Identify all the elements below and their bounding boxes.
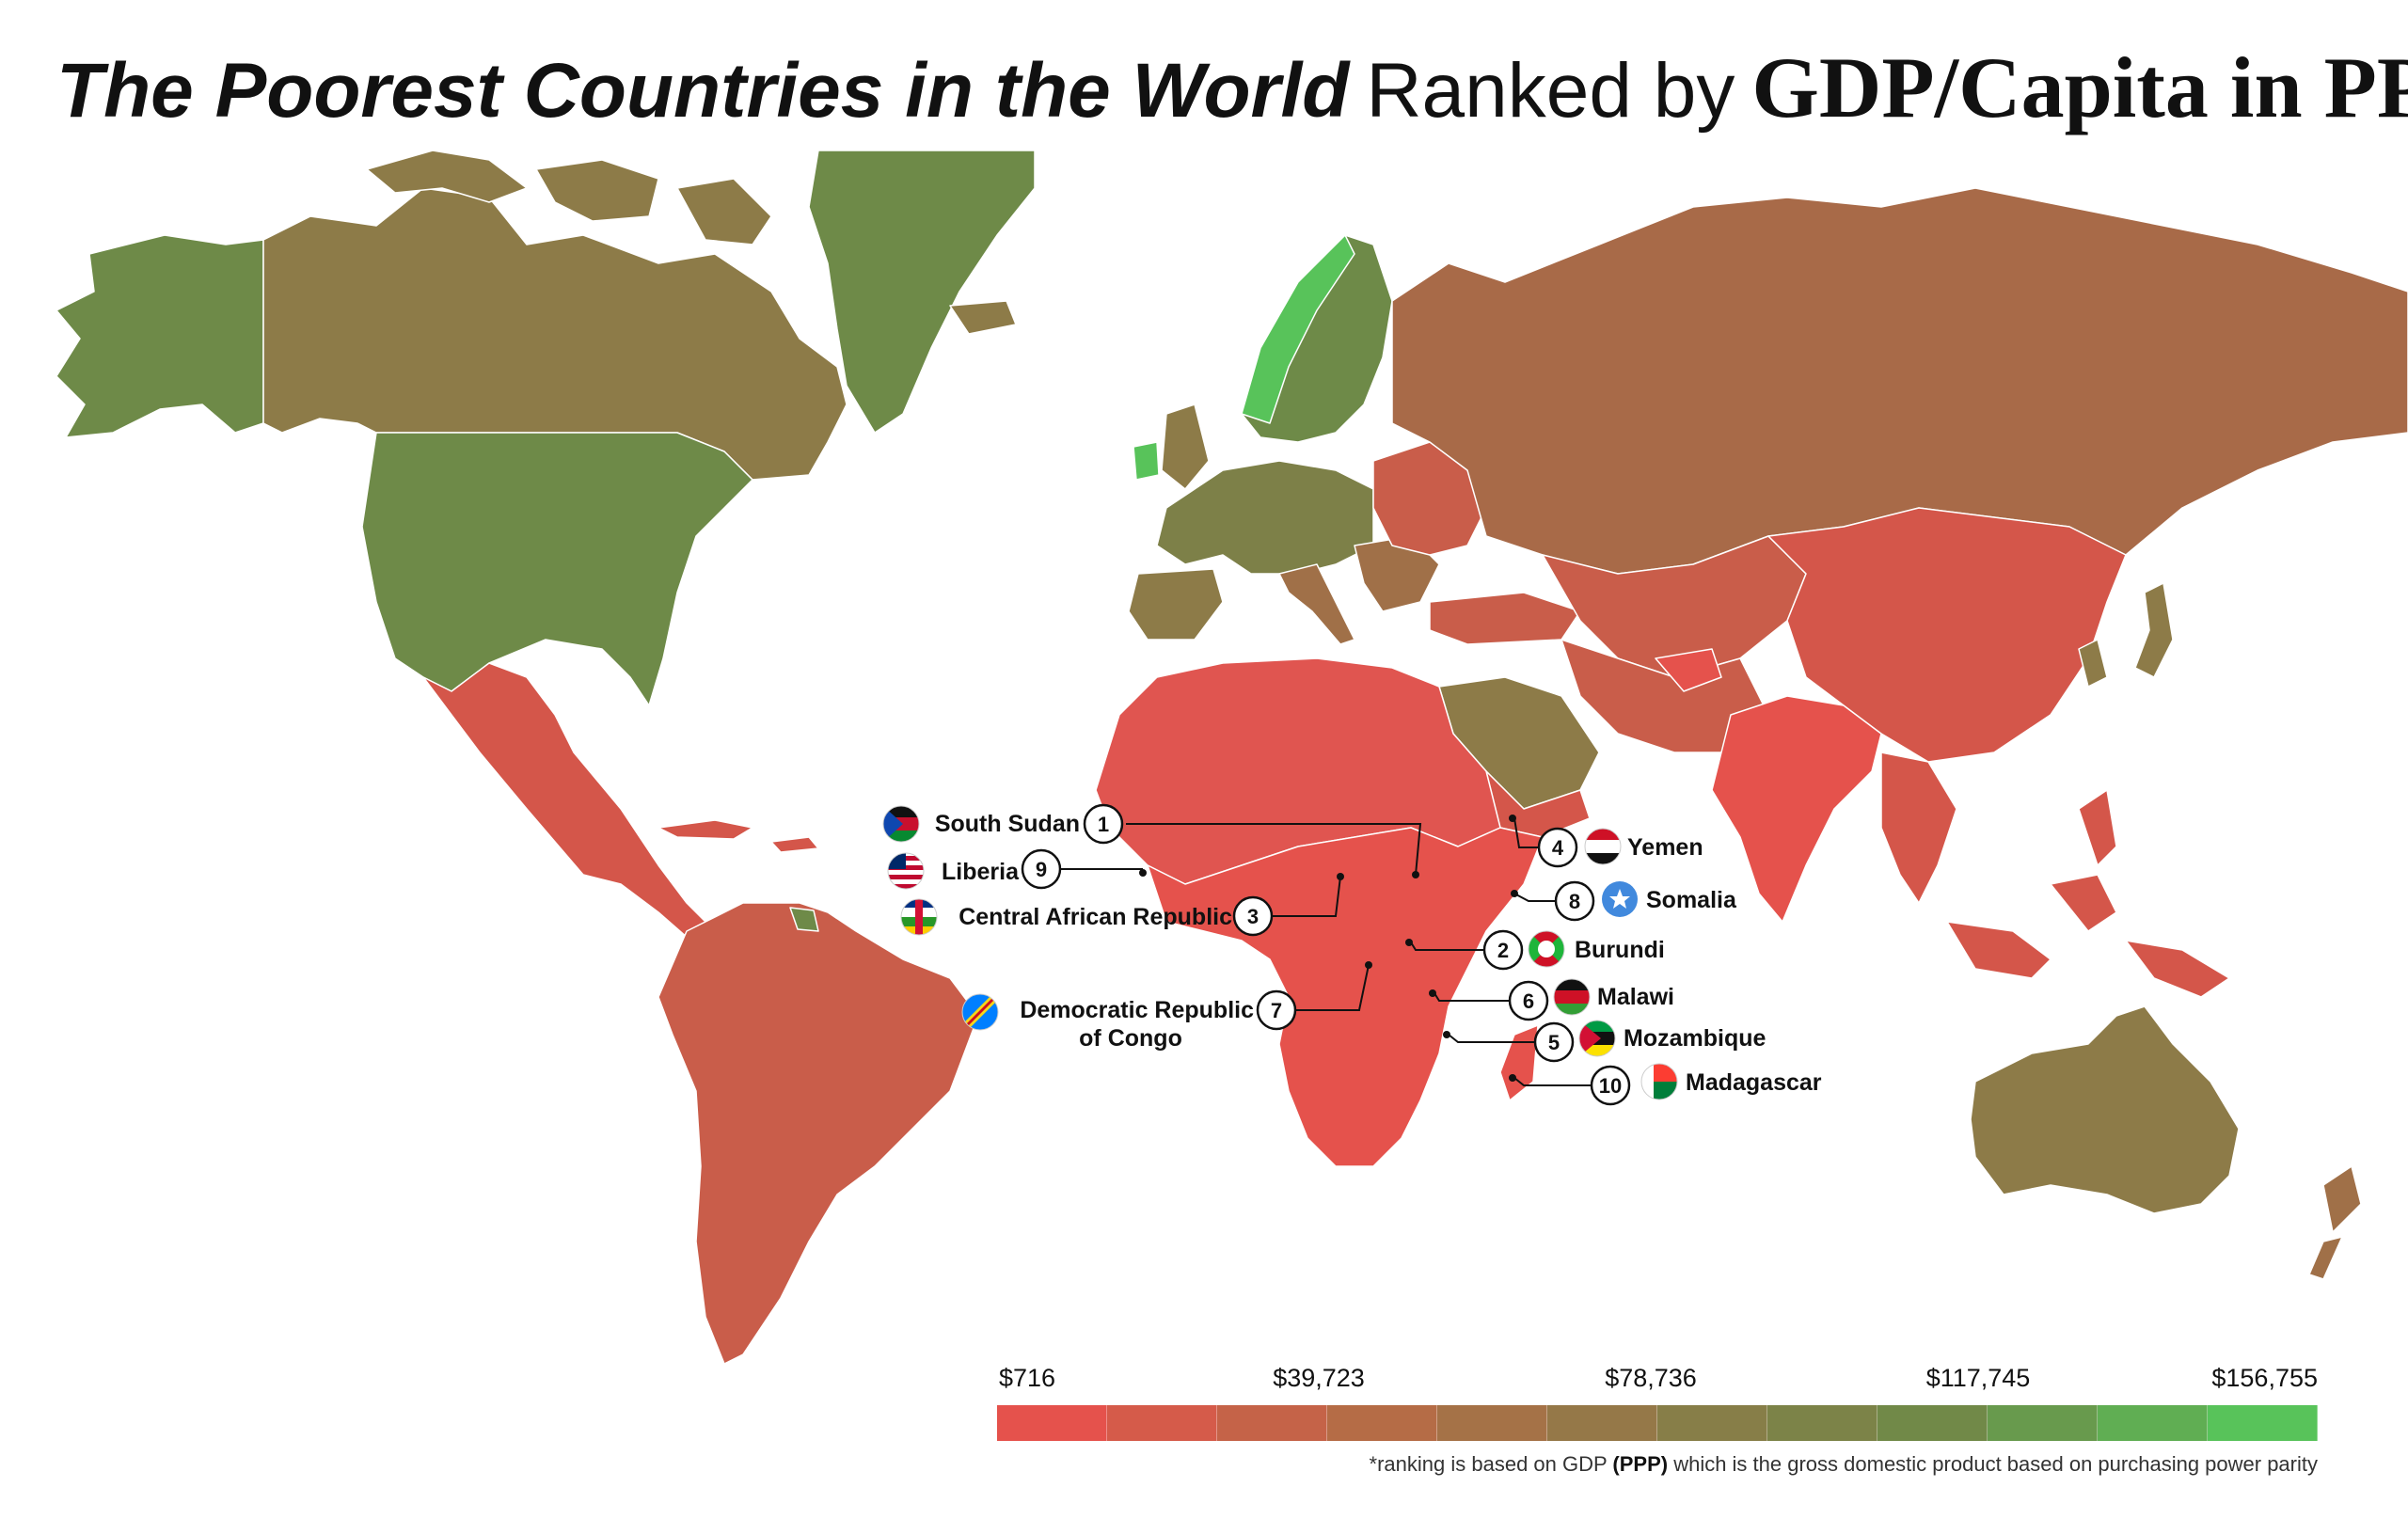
annotations: 1 South Sudan 9 Liberia (882, 803, 1822, 1106)
legend-segment (1217, 1405, 1327, 1441)
rank-3: 3 (1247, 905, 1259, 928)
legend-tick-3: $78,736 (1605, 1364, 1697, 1392)
turkey (1429, 592, 1581, 645)
label-liberia: Liberia (942, 859, 1020, 885)
rank-10: 10 (1599, 1074, 1622, 1098)
legend-segment (2208, 1405, 2318, 1441)
southeast-asia (1880, 752, 2117, 979)
legend-segment (1657, 1405, 1767, 1441)
afghanistan (1655, 648, 1722, 692)
annotation-central-african-republic: 3 Central African Republic (900, 873, 1344, 937)
legend-segment (1437, 1405, 1547, 1441)
rank-9: 9 (1036, 858, 1047, 881)
madagascar (1499, 1024, 1539, 1101)
label-south-sudan: South Sudan (935, 811, 1080, 837)
rank-1: 1 (1098, 813, 1109, 836)
legend-segment (1988, 1405, 2098, 1441)
legend-tick-min: $716 (999, 1364, 1056, 1392)
new-guinea (2125, 940, 2230, 998)
legend-tick-4: $117,745 (1925, 1364, 2031, 1392)
arctic-islands (366, 150, 772, 245)
central-african-republic-flag-icon (900, 898, 938, 936)
korea-japan (2078, 582, 2174, 688)
western-europe (1156, 460, 1374, 575)
legend-color-bar (997, 1405, 2318, 1441)
label-madagascar: Madagascar (1686, 1069, 1822, 1096)
india (1711, 695, 1882, 923)
title-italic-part: The Poorest Countries in the World (56, 48, 1350, 134)
rank-4: 4 (1552, 836, 1564, 860)
legend-segment (1547, 1405, 1657, 1441)
label-burundi: Burundi (1575, 937, 1665, 963)
australia (1970, 1005, 2240, 1214)
guianas (789, 907, 819, 932)
label-malawi: Malawi (1597, 984, 1674, 1010)
annotation-somalia: 8 Somalia (1511, 880, 1737, 922)
footnote-pre: *ranking is based on GDP (1369, 1452, 1613, 1476)
china (1767, 507, 2127, 763)
uk (1161, 403, 1210, 490)
label-somalia: Somalia (1646, 887, 1737, 913)
label-dr-congo-line2: of Congo (1079, 1025, 1182, 1052)
rank-5: 5 (1548, 1031, 1560, 1054)
annotation-madagascar: 10 Madagascar (1509, 1063, 1822, 1106)
ireland (1133, 441, 1160, 481)
map-title: The Poorest Countries in the World Ranked… (56, 38, 2408, 150)
mozambique-flag-icon (1578, 1020, 1616, 1057)
rank-8: 8 (1569, 890, 1580, 913)
title-serif-part: GDP/Capita in PPP (1751, 40, 2408, 135)
alaska (55, 234, 264, 438)
south-sudan-flag-icon (882, 805, 920, 843)
rank-6: 6 (1523, 989, 1534, 1013)
annotation-burundi: 2 Burundi (1405, 929, 1665, 971)
norway (1241, 234, 1355, 424)
label-central-african-republic: Central African Republic (958, 904, 1232, 930)
annotation-dr-congo: 7 Democratic Republic of Congo (961, 961, 1372, 1052)
label-dr-congo: Democratic Republic (1020, 997, 1254, 1023)
annotation-liberia: 9 Liberia (887, 848, 1147, 890)
legend-tick-2: $39,723 (1273, 1364, 1365, 1392)
iberia (1128, 568, 1224, 641)
greenland (808, 150, 1036, 434)
rank-7: 7 (1271, 999, 1282, 1022)
label-mozambique: Mozambique (1624, 1025, 1766, 1052)
legend-segment (997, 1405, 1107, 1441)
legend-tick-max: $156,755 (2211, 1364, 2318, 1392)
iceland (949, 300, 1017, 335)
annotation-yemen: 4 Yemen (1509, 815, 1703, 868)
continents (55, 150, 2408, 1365)
legend-segment (1107, 1405, 1217, 1441)
madagascar-flag-icon (1640, 1063, 1678, 1100)
legend-segment (1767, 1405, 1877, 1441)
legend-segment (1327, 1405, 1437, 1441)
rank-2: 2 (1497, 939, 1509, 962)
annotation-mozambique: 5 Mozambique (1443, 1020, 1766, 1063)
annotation-malawi: 6 Malawi (1429, 978, 1674, 1021)
footnote-bold: (PPP) (1612, 1452, 1669, 1476)
legend-footnote: *ranking is based on GDP (PPP) which is … (1370, 1452, 2318, 1477)
burundi-flag-icon (1528, 930, 1565, 968)
footnote-post: which is the gross domestic product base… (1668, 1452, 2318, 1476)
liberia-flag-icon (887, 852, 925, 890)
title-regular-part: Ranked by (1366, 48, 1735, 134)
legend-segment (1877, 1405, 1988, 1441)
somalia-flag-icon (1602, 881, 1638, 917)
malawi-flag-icon (1553, 978, 1591, 1016)
caribbean (657, 819, 819, 853)
new-zealand (2308, 1165, 2362, 1280)
label-yemen: Yemen (1627, 834, 1703, 861)
annotation-south-sudan: 1 South Sudan (882, 803, 1422, 878)
color-legend: $716 $39,723 $78,736 $117,745 $156,755 *… (997, 1364, 2318, 1495)
legend-segment (2098, 1405, 2208, 1441)
dr-congo-flag-icon (961, 993, 999, 1031)
south-america (657, 902, 979, 1365)
mexico-central-america (422, 662, 716, 946)
yemen-flag-icon (1584, 828, 1622, 865)
world-map: 1 South Sudan 9 Liberia (55, 150, 2408, 1365)
usa (361, 432, 753, 706)
